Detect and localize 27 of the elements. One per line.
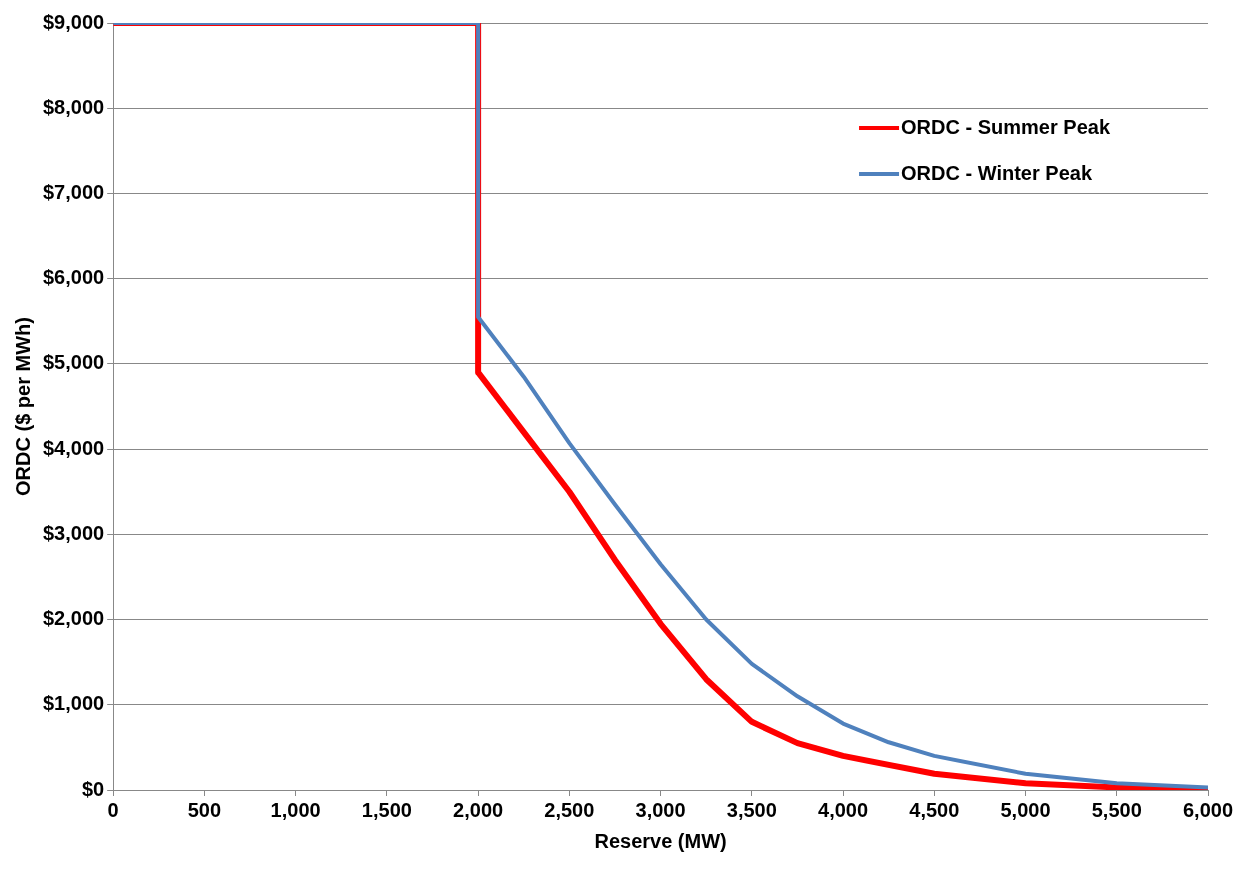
- y-tick-label: $1,000: [43, 692, 105, 715]
- y-tick-label: $6,000: [43, 266, 105, 289]
- y-axis-title: ORDC ($ per MWh): [11, 317, 34, 496]
- y-tick-label: $7,000: [43, 180, 105, 203]
- x-tick-label: 1,000: [270, 798, 321, 821]
- x-tick-label: 500: [187, 798, 222, 821]
- x-tick-label: 4,000: [818, 798, 869, 821]
- x-tick-label: 5,500: [1091, 798, 1142, 821]
- legend-label: ORDC - Summer Peak: [901, 115, 1111, 138]
- y-tick-label: $8,000: [43, 95, 105, 118]
- y-tick-label: $3,000: [43, 521, 105, 544]
- y-tick-label: $2,000: [43, 607, 105, 630]
- x-tick-label: 1,500: [361, 798, 412, 821]
- y-tick-label: $9,000: [43, 10, 105, 33]
- x-tick-label: 5,000: [1000, 798, 1051, 821]
- x-tick-label: 6,000: [1182, 798, 1234, 821]
- x-axis-title: Reserve (MW): [594, 829, 727, 852]
- y-tick-label: $5,000: [43, 351, 105, 374]
- x-tick-label: 4,500: [909, 798, 960, 821]
- x-tick-label: 0: [107, 798, 119, 821]
- y-tick-label: $4,000: [43, 436, 105, 459]
- y-tick-label: $0: [81, 777, 105, 800]
- legend-label: ORDC - Winter Peak: [901, 161, 1093, 184]
- x-tick-label: 3,500: [726, 798, 777, 821]
- x-tick-label: 2,000: [453, 798, 504, 821]
- x-tick-label: 3,000: [635, 798, 686, 821]
- x-tick-label: 2,500: [544, 798, 595, 821]
